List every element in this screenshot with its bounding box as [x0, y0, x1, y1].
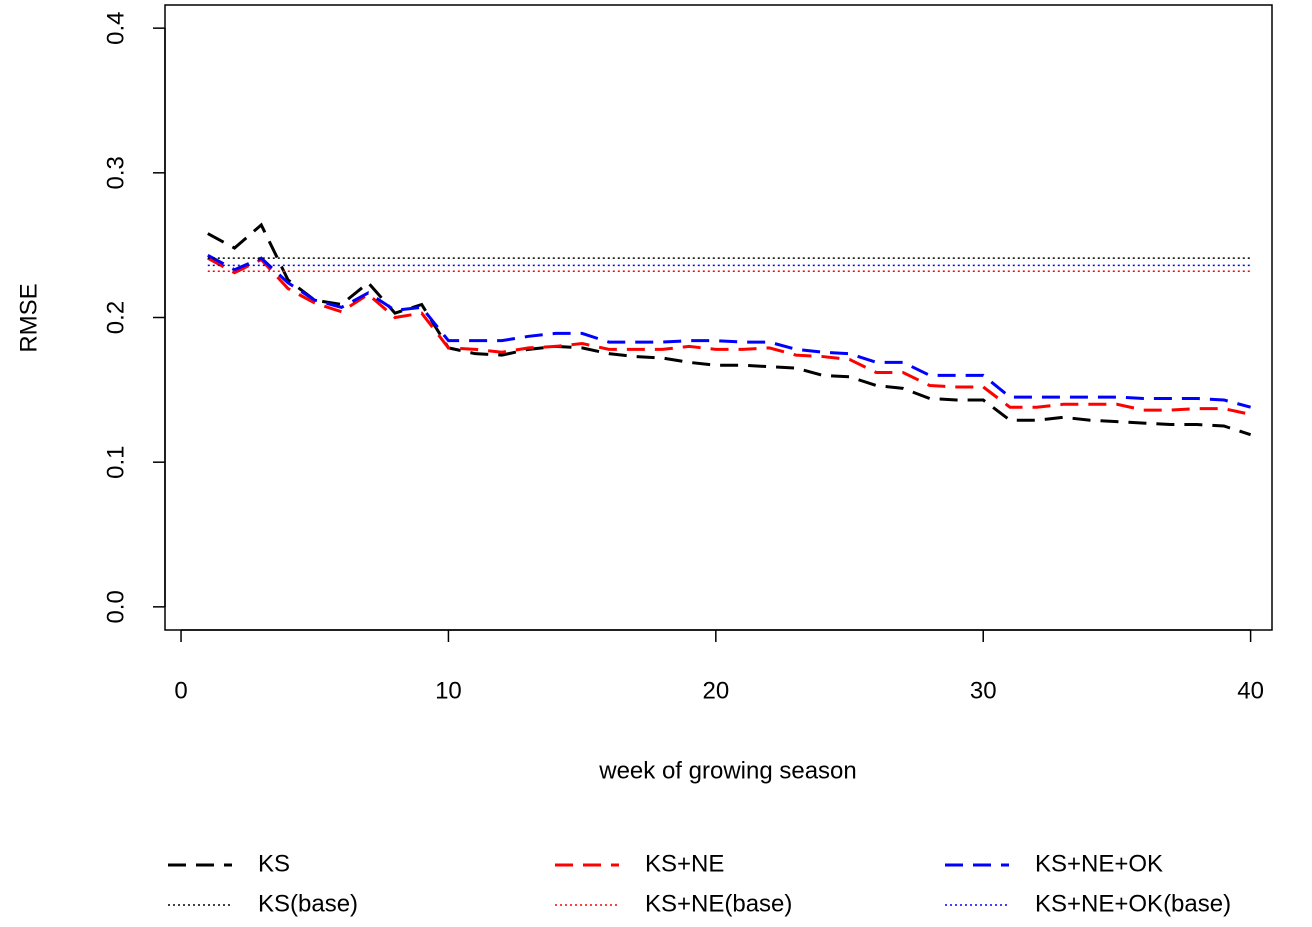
- x-tick-label: 20: [702, 677, 729, 704]
- legend-label: KS+NE+OK(base): [1035, 890, 1231, 917]
- legend-label: KS: [258, 850, 290, 877]
- y-tick-label: 0.4: [102, 11, 129, 44]
- series-line: [207, 222, 1252, 437]
- y-tick-label: 0.2: [102, 301, 129, 334]
- series-line: [207, 253, 1252, 409]
- plot-frame: [164, 4, 1273, 631]
- legend-label: KS(base): [258, 890, 358, 917]
- legend-label: KS+NE: [645, 850, 724, 877]
- series-line: [207, 256, 1251, 416]
- x-tick-label: 10: [435, 677, 462, 704]
- x-axis-title: week of growing season: [598, 757, 856, 784]
- y-axis-title: RMSE: [15, 283, 42, 352]
- legend-label: KS+NE(base): [645, 890, 792, 917]
- legend-label: KS+NE+OK: [1035, 850, 1163, 877]
- x-tick-label: 0: [174, 677, 187, 704]
- x-tick-label: 40: [1237, 677, 1264, 704]
- y-tick-label: 0.1: [102, 445, 129, 478]
- x-tick-label: 30: [970, 677, 997, 704]
- y-tick-label: 0.3: [102, 156, 129, 189]
- y-tick-label: 0.0: [102, 590, 129, 623]
